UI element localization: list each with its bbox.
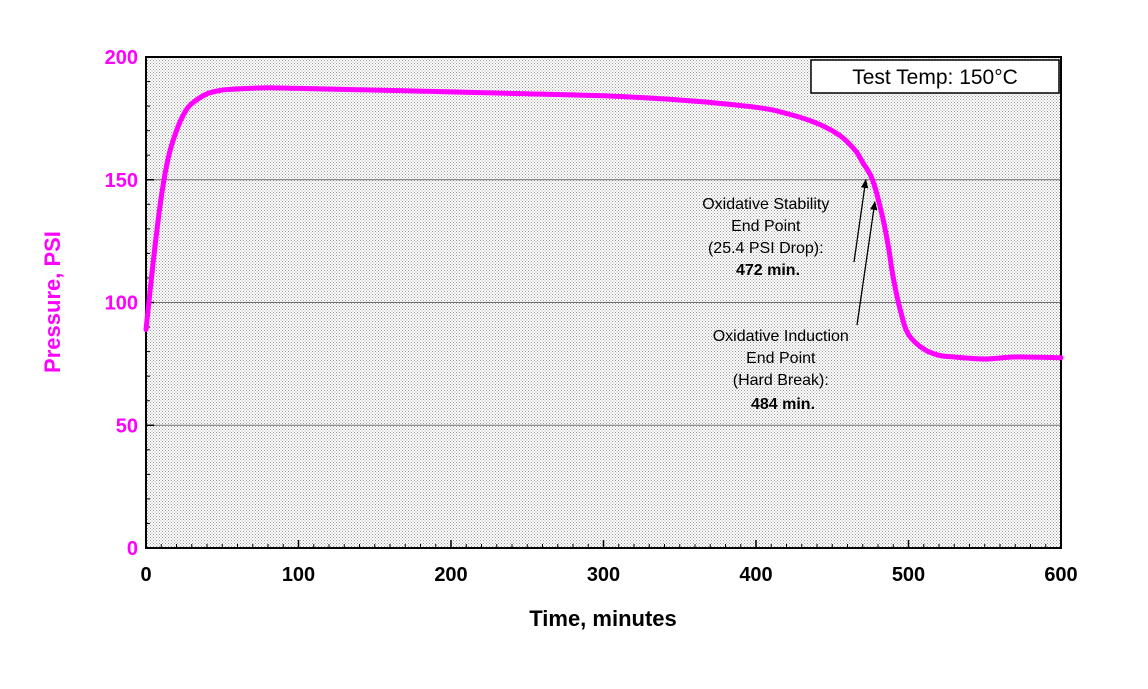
x-tick-label-5: 500 — [892, 564, 925, 586]
annotation-stability: Oxidative Stability End Point (25.4 PSI … — [702, 196, 834, 279]
annotation-stability-line-2: End Point — [731, 218, 801, 235]
y-axis-title: Pressure, PSI — [40, 231, 65, 373]
annotation-stability-line-3: (25.4 PSI Drop): — [708, 240, 824, 257]
x-tick-label-3: 300 — [587, 564, 620, 586]
x-tick-label-1: 100 — [282, 564, 315, 586]
x-tick-label-6: 600 — [1044, 564, 1077, 586]
y-tick-label-4: 200 — [105, 47, 138, 69]
x-tick-labels: 0 100 200 300 400 500 600 — [140, 564, 1077, 586]
annotation-induction-line-4: 484 min. — [751, 396, 815, 413]
y-tick-label-2: 100 — [105, 293, 138, 315]
annotation-induction: Oxidative Induction End Point (Hard Brea… — [713, 328, 854, 413]
y-tick-labels: 0 50 100 150 200 — [105, 47, 138, 560]
series-line-0 — [143, 85, 1064, 362]
annotation-stability-line-4: 472 min. — [736, 262, 800, 279]
test-temp-box-frame — [810, 59, 1060, 94]
x-tick-label-4: 400 — [739, 564, 772, 586]
annotation-induction-line-3: (Hard Break): — [733, 372, 829, 389]
x-tick-label-2: 200 — [434, 564, 467, 586]
annotation-induction-line-1: Oxidative Induction — [713, 328, 849, 345]
test-temp-box: Test Temp: 150°C — [810, 59, 1060, 94]
x-axis-title: Time, minutes — [529, 606, 677, 631]
grid-lines — [146, 179, 1061, 426]
test-temp-label: Test Temp: 150°C — [852, 66, 1018, 89]
y-tick-label-0: 0 — [127, 538, 138, 560]
x-tick-label-0: 0 — [140, 564, 151, 586]
y-tick-label-3: 150 — [105, 170, 138, 192]
annotation-stability-arrow — [853, 178, 869, 263]
annotation-stability-line-1: Oxidative Stability — [702, 196, 829, 213]
series-group — [143, 85, 1064, 362]
annotation-induction-arrow — [856, 200, 878, 326]
annotation-induction-line-2: End Point — [746, 350, 816, 367]
annotations: Oxidative Stability End Point (25.4 PSI … — [702, 178, 878, 413]
plot-frame — [145, 56, 1062, 549]
y-tick-label-1: 50 — [116, 415, 138, 437]
